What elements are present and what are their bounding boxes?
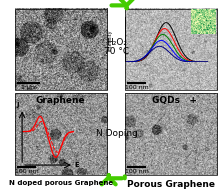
Bar	[15, 9, 107, 90]
Text: 1 μm: 1 μm	[21, 85, 37, 90]
Bar	[15, 93, 107, 174]
Text: H₂O₂: H₂O₂	[106, 38, 127, 47]
Text: GQDs   +: GQDs +	[152, 96, 197, 105]
Text: 100 nm: 100 nm	[125, 85, 149, 90]
Text: Porous Graphene: Porous Graphene	[127, 180, 215, 189]
Bar	[125, 93, 217, 174]
Text: 100 nm: 100 nm	[125, 169, 149, 174]
Text: N doped porous Graphene: N doped porous Graphene	[9, 180, 113, 186]
Text: 70 °C: 70 °C	[104, 47, 129, 56]
Text: 100 nm: 100 nm	[15, 169, 39, 174]
Text: Graphene: Graphene	[36, 96, 86, 105]
Text: N Doping: N Doping	[96, 129, 138, 138]
Bar	[125, 9, 217, 90]
